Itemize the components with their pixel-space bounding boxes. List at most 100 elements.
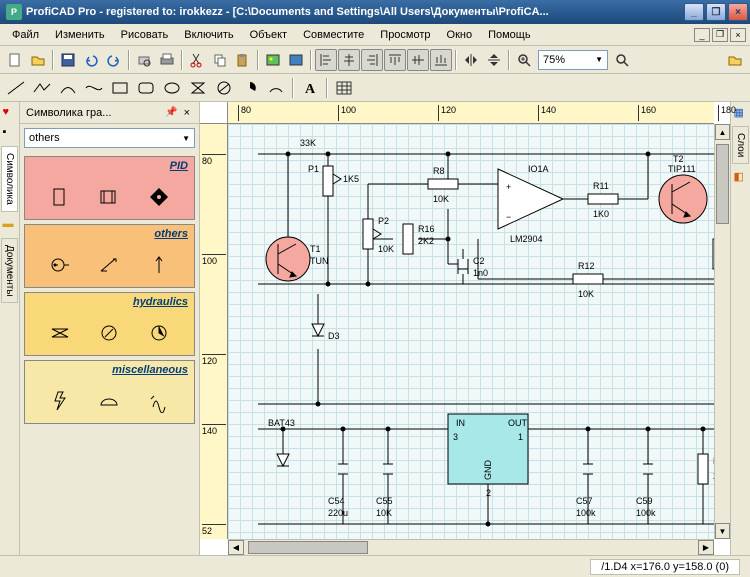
text-tool[interactable]: A bbox=[298, 77, 322, 99]
chevron-down-icon: ▼ bbox=[595, 55, 603, 64]
zoom-fit-button[interactable] bbox=[611, 49, 633, 71]
undo-button[interactable] bbox=[80, 49, 102, 71]
symbol-thumb[interactable] bbox=[94, 318, 124, 348]
align-hcenter-button[interactable] bbox=[338, 49, 360, 71]
redo-button[interactable] bbox=[103, 49, 125, 71]
panel-close-button[interactable]: × bbox=[181, 107, 193, 119]
category-misc[interactable]: miscellaneous bbox=[24, 360, 195, 424]
open-button[interactable] bbox=[27, 49, 49, 71]
panel-title-text: Символика гра... bbox=[26, 107, 111, 119]
align-right-button[interactable] bbox=[361, 49, 383, 71]
symbol-thumb[interactable] bbox=[144, 182, 174, 212]
close-button[interactable]: × bbox=[728, 3, 748, 21]
scroll-left-button[interactable]: ◀ bbox=[228, 540, 244, 555]
curve-tool[interactable] bbox=[82, 77, 106, 99]
scroll-thumb[interactable] bbox=[248, 541, 368, 554]
rect-tool[interactable] bbox=[108, 77, 132, 99]
symbol-thumb[interactable] bbox=[45, 250, 75, 280]
maximize-button[interactable]: ❐ bbox=[706, 3, 726, 21]
no-tool[interactable] bbox=[212, 77, 236, 99]
svg-text:100k: 100k bbox=[636, 508, 656, 518]
line-tool[interactable] bbox=[4, 77, 28, 99]
copy-button[interactable] bbox=[209, 49, 231, 71]
palette-icon[interactable]: ◧ bbox=[734, 170, 748, 184]
symbol-thumb[interactable] bbox=[94, 250, 124, 280]
category-pid[interactable]: PID bbox=[24, 156, 195, 220]
scroll-thumb[interactable] bbox=[716, 144, 729, 224]
folder-icon[interactable]: ▬ bbox=[3, 218, 17, 232]
category-hydraulics[interactable]: hydraulics bbox=[24, 292, 195, 356]
arc2-tool[interactable] bbox=[264, 77, 288, 99]
palette-icon[interactable]: ▪ bbox=[3, 126, 17, 140]
pin-button[interactable]: 📌 bbox=[162, 107, 180, 118]
tab-documents[interactable]: Документы bbox=[1, 238, 18, 304]
symbol-thumb[interactable] bbox=[45, 318, 75, 348]
favorites-icon[interactable]: ♥ bbox=[3, 106, 17, 120]
svg-text:220u: 220u bbox=[328, 508, 348, 518]
new-button[interactable] bbox=[4, 49, 26, 71]
folder-button[interactable] bbox=[724, 49, 746, 71]
save-button[interactable] bbox=[57, 49, 79, 71]
print-preview-button[interactable] bbox=[133, 49, 155, 71]
hourglass-tool[interactable] bbox=[186, 77, 210, 99]
mdi-controls: _ ❐ × bbox=[694, 28, 746, 42]
symbol-thumb[interactable] bbox=[45, 386, 75, 416]
svg-text:GND: GND bbox=[483, 460, 493, 481]
scrollbar-horizontal[interactable]: ◀ ▶ bbox=[228, 539, 714, 555]
panel-header: Символика гра... 📌 × bbox=[20, 102, 199, 124]
drawing-canvas[interactable]: T1 TUN T2 TIP111 33K P1 1K5 P2 10K bbox=[228, 124, 714, 539]
paste-button[interactable] bbox=[232, 49, 254, 71]
arc-tool[interactable] bbox=[56, 77, 80, 99]
menu-edit[interactable]: Изменить bbox=[47, 27, 113, 43]
zoom-button[interactable] bbox=[513, 49, 535, 71]
polyline-tool[interactable] bbox=[30, 77, 54, 99]
svg-text:100k: 100k bbox=[576, 508, 596, 518]
minimize-button[interactable]: _ bbox=[684, 3, 704, 21]
pie-tool[interactable] bbox=[238, 77, 262, 99]
image2-button[interactable] bbox=[285, 49, 307, 71]
print-button[interactable] bbox=[156, 49, 178, 71]
image-button[interactable] bbox=[262, 49, 284, 71]
mdi-restore-button[interactable]: ❐ bbox=[712, 28, 728, 42]
tab-symbols[interactable]: Символика bbox=[1, 146, 18, 212]
scroll-right-button[interactable]: ▶ bbox=[698, 540, 714, 555]
scroll-up-button[interactable]: ▲ bbox=[715, 124, 730, 140]
symbol-thumb[interactable] bbox=[45, 182, 75, 212]
align-bottom-button[interactable] bbox=[430, 49, 452, 71]
menu-view[interactable]: Просмотр bbox=[372, 27, 438, 43]
menu-align[interactable]: Совместите bbox=[295, 27, 372, 43]
category-combo[interactable]: others ▼ bbox=[24, 128, 195, 148]
align-vcenter-button[interactable] bbox=[407, 49, 429, 71]
roundrect-tool[interactable] bbox=[134, 77, 158, 99]
category-others[interactable]: others bbox=[24, 224, 195, 288]
zoom-combo[interactable]: 75%▼ bbox=[538, 50, 608, 70]
flip-h-button[interactable] bbox=[460, 49, 482, 71]
flip-v-button[interactable] bbox=[483, 49, 505, 71]
menu-help[interactable]: Помощь bbox=[480, 27, 539, 43]
symbol-thumb[interactable] bbox=[144, 386, 174, 416]
menu-object[interactable]: Объект bbox=[242, 27, 295, 43]
symbol-thumb[interactable] bbox=[144, 318, 174, 348]
menu-file[interactable]: Файл bbox=[4, 27, 47, 43]
svg-text:IN: IN bbox=[456, 418, 465, 428]
symbol-thumb[interactable] bbox=[94, 386, 124, 416]
svg-text:T1: T1 bbox=[310, 244, 321, 254]
svg-text:T2: T2 bbox=[673, 154, 684, 164]
align-left-button[interactable] bbox=[315, 49, 337, 71]
scrollbar-vertical[interactable]: ▲ ▼ bbox=[714, 124, 730, 539]
tab-layers[interactable]: Слои bbox=[732, 126, 749, 164]
svg-text:1K0: 1K0 bbox=[593, 209, 609, 219]
mdi-close-button[interactable]: × bbox=[730, 28, 746, 42]
mdi-minimize-button[interactable]: _ bbox=[694, 28, 710, 42]
cut-button[interactable] bbox=[186, 49, 208, 71]
symbol-thumb[interactable] bbox=[144, 250, 174, 280]
ellipse-tool[interactable] bbox=[160, 77, 184, 99]
menu-include[interactable]: Включить bbox=[176, 27, 241, 43]
symbol-thumb[interactable] bbox=[94, 182, 124, 212]
grid-tool[interactable] bbox=[332, 77, 356, 99]
scroll-down-button[interactable]: ▼ bbox=[715, 523, 730, 539]
menu-draw[interactable]: Рисовать bbox=[113, 27, 177, 43]
menubar: Файл Изменить Рисовать Включить Объект С… bbox=[0, 24, 750, 46]
menu-window[interactable]: Окно bbox=[439, 27, 481, 43]
align-top-button[interactable] bbox=[384, 49, 406, 71]
